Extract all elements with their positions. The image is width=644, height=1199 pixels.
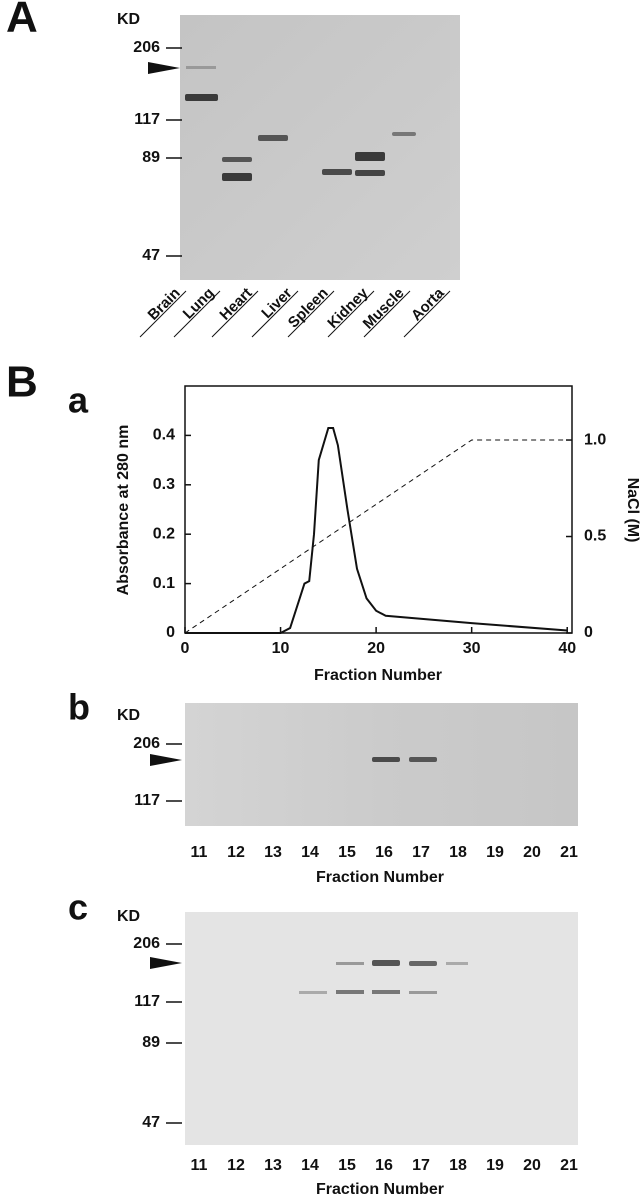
blot xyxy=(185,912,578,1145)
y-tick-label: 0.3 xyxy=(153,476,175,493)
y-tick-label: 0.4 xyxy=(153,427,175,444)
fraction-label: 19 xyxy=(486,1157,504,1174)
marker-label: 47 xyxy=(142,1114,160,1131)
panel-label: B xyxy=(6,358,38,407)
absorbance-line xyxy=(185,426,568,634)
panel-label: A xyxy=(6,0,38,42)
x-axis-title: Fraction Number xyxy=(316,1181,444,1198)
x-tick-label: 20 xyxy=(367,640,385,657)
fraction-label: 12 xyxy=(227,844,245,861)
fraction-label: 11 xyxy=(191,844,208,861)
fraction-label: 18 xyxy=(449,1157,467,1174)
arrowhead xyxy=(148,62,180,74)
fraction-label: 16 xyxy=(375,1157,393,1174)
lane-underline xyxy=(211,290,259,338)
arrowhead xyxy=(150,754,182,766)
marker-label: 117 xyxy=(134,792,160,809)
lane-label: Heart xyxy=(216,285,255,324)
fraction-label: 14 xyxy=(301,844,319,861)
marker-label: 206 xyxy=(133,935,160,952)
fraction-label: 13 xyxy=(264,844,282,861)
fraction-label: 13 xyxy=(264,1157,282,1174)
marker-label: 206 xyxy=(133,39,160,56)
fraction-label: 17 xyxy=(412,1157,430,1174)
marker-label: 117 xyxy=(134,111,160,128)
fraction-label: 12 xyxy=(227,1157,245,1174)
lane-underline xyxy=(327,290,375,338)
y2-tick-label: 0 xyxy=(584,624,593,641)
lane-label: Spleen xyxy=(285,285,332,332)
unit-label: KD xyxy=(117,908,140,925)
lane-underline xyxy=(139,290,187,338)
lane-label: Brain xyxy=(145,285,184,324)
x-tick-label: 30 xyxy=(463,640,481,657)
unit-label: KD xyxy=(117,707,140,724)
fraction-label: 20 xyxy=(523,844,541,861)
marker-label: 117 xyxy=(134,993,160,1010)
lane-underline xyxy=(287,290,335,338)
subpanel-label: b xyxy=(68,687,90,728)
fraction-label: 15 xyxy=(338,844,356,861)
y-tick-label: 0.1 xyxy=(153,575,175,592)
fraction-label: 21 xyxy=(560,1157,578,1174)
marker-label: 89 xyxy=(142,1034,160,1051)
fraction-label: 11 xyxy=(191,1157,208,1174)
marker-label: 47 xyxy=(142,247,160,264)
x-axis-title: Fraction Number xyxy=(314,667,442,684)
gradient-line xyxy=(184,439,568,634)
subpanel-label: a xyxy=(68,380,89,421)
marker-label: 206 xyxy=(133,735,160,752)
unit-label: KD xyxy=(117,11,140,28)
fraction-label: 15 xyxy=(338,1157,356,1174)
x-tick-label: 10 xyxy=(272,640,290,657)
bands xyxy=(299,960,468,994)
x-tick-label: 40 xyxy=(558,640,576,657)
y-axis-title: Absorbance at 280 nm xyxy=(115,425,132,596)
blot xyxy=(180,15,460,280)
fraction-label: 19 xyxy=(486,844,504,861)
fraction-label: 18 xyxy=(449,844,467,861)
x-axis-title: Fraction Number xyxy=(316,869,444,886)
arrowhead xyxy=(150,957,182,969)
y2-tick-label: 1.0 xyxy=(584,431,606,448)
fraction-label: 14 xyxy=(301,1157,319,1174)
bands xyxy=(372,757,437,762)
plot-frame xyxy=(184,385,573,634)
y-tick-label: 0 xyxy=(166,624,175,641)
blot xyxy=(185,703,578,826)
subpanel-label: c xyxy=(68,887,88,928)
fraction-label: 21 xyxy=(560,844,578,861)
lane-underline xyxy=(251,290,299,338)
lane-underline xyxy=(363,290,411,338)
x-tick-label: 0 xyxy=(181,640,190,657)
fraction-label: 17 xyxy=(412,844,430,861)
marker-label: 89 xyxy=(142,149,160,166)
lane-underline xyxy=(173,290,221,338)
lane-label: Lung xyxy=(180,285,218,323)
y-tick-label: 0.2 xyxy=(153,525,175,542)
lane-underline xyxy=(403,290,451,338)
fraction-label: 20 xyxy=(523,1157,541,1174)
lane-label: Muscle xyxy=(360,285,408,333)
bands xyxy=(185,66,416,181)
fraction-label: 16 xyxy=(375,844,393,861)
lane-label: Aorta xyxy=(408,284,448,324)
y2-axis-title: NaCl (M) xyxy=(624,478,641,543)
y2-tick-label: 0.5 xyxy=(584,528,606,545)
